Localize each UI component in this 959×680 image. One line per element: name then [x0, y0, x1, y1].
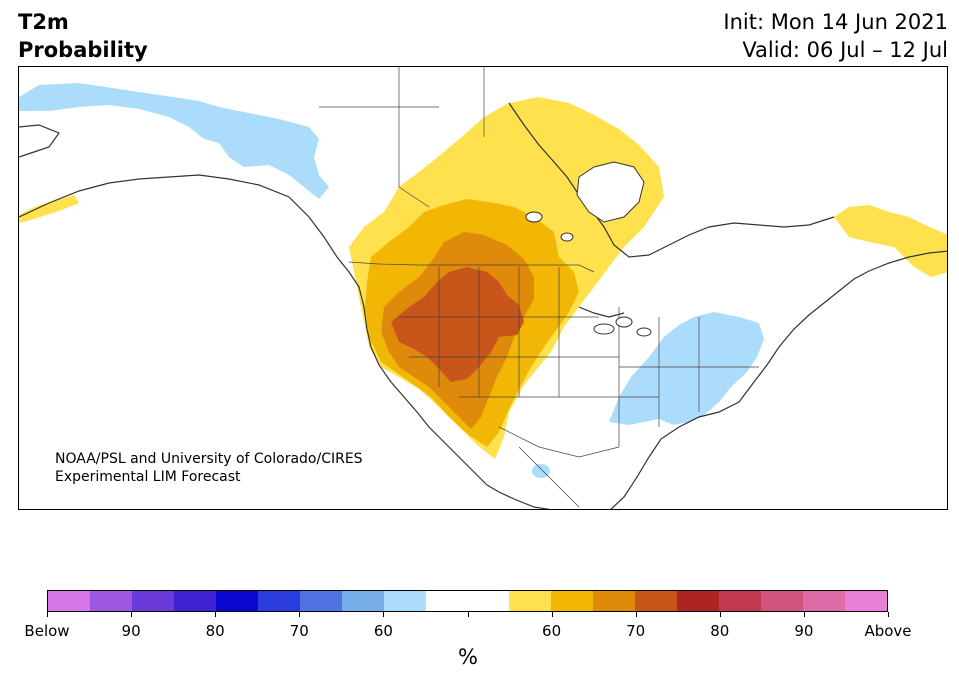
- political-boundaries: [319, 67, 759, 508]
- colorbar-segment: [173, 591, 216, 611]
- colorbar-tick: [719, 612, 721, 617]
- colorbar-tick: [131, 612, 133, 617]
- map-credit: NOAA/PSL and University of Colorado/CIRE…: [55, 450, 363, 486]
- colorbar-tick-label: 70: [626, 622, 646, 640]
- colorbar-segment: [593, 591, 636, 611]
- colorbar-segment: [383, 591, 426, 611]
- coastlines: [19, 102, 947, 509]
- colorbar-segment: [131, 591, 174, 611]
- below-normal-spot-mexico: [532, 464, 550, 478]
- colorbar-segment: [48, 591, 90, 611]
- lakes: [525, 161, 652, 337]
- colorbar-segment: [719, 591, 762, 611]
- colorbar-tick: [47, 612, 48, 617]
- map-panel: [18, 66, 948, 510]
- colorbar-units: %: [458, 645, 478, 669]
- colorbar-tick: [467, 612, 469, 617]
- colorbar-tick-label: 70: [289, 622, 309, 640]
- colorbar-segment: [551, 591, 594, 611]
- colorbar-tick-label: 90: [794, 622, 814, 640]
- colorbar-segment: [425, 591, 468, 611]
- title-quantity: Probability: [18, 38, 148, 62]
- colorbar-tick-label: 90: [121, 622, 141, 640]
- colorbar-segment: [299, 591, 342, 611]
- colorbar-segment: [215, 591, 258, 611]
- above-normal-region-alaska: [19, 195, 79, 223]
- forecast-dates: Init: Mon 14 Jun 2021 Valid: 06 Jul – 12…: [723, 8, 948, 64]
- map-title: T2m Probability: [18, 8, 148, 64]
- init-date: Init: Mon 14 Jun 2021: [723, 10, 948, 34]
- colorbar-segment: [761, 591, 804, 611]
- colorbar-tick: [888, 612, 889, 617]
- colorbar-segment: [803, 591, 846, 611]
- colorbar: [47, 590, 888, 612]
- colorbar-tick: [383, 612, 385, 617]
- colorbar-segment: [509, 591, 552, 611]
- below-normal-region-northwest: [19, 83, 329, 199]
- colorbar-segment: [341, 591, 384, 611]
- colorbar-tick-label: 60: [542, 622, 562, 640]
- credit-line1: NOAA/PSL and University of Colorado/CIRE…: [55, 451, 363, 467]
- colorbar-segment: [635, 591, 678, 611]
- colorbar-tick: [551, 612, 553, 617]
- title-variable: T2m: [18, 10, 69, 34]
- colorbar-segment: [467, 591, 510, 611]
- valid-range: Valid: 06 Jul – 12 Jul: [742, 38, 948, 62]
- colorbar-tick-label: Above: [864, 622, 912, 640]
- colorbar-tick: [635, 612, 637, 617]
- colorbar-tick: [803, 612, 805, 617]
- credit-line2: Experimental LIM Forecast: [55, 469, 241, 485]
- colorbar-tick-label: Below: [24, 622, 70, 640]
- colorbar-segment: [89, 591, 132, 611]
- colorbar-tick: [215, 612, 217, 617]
- colorbar-tick-label: 80: [710, 622, 730, 640]
- colorbar-tick-label: 80: [205, 622, 225, 640]
- colorbar-segment: [845, 591, 888, 611]
- above-normal-region-northeast: [834, 205, 947, 277]
- colorbar-tick-label: 60: [373, 622, 393, 640]
- colorbar-tick: [299, 612, 301, 617]
- probability-map: [19, 67, 947, 509]
- above-normal-region-70: [391, 267, 524, 382]
- below-normal-region-southeast: [609, 312, 764, 425]
- colorbar-segment: [677, 591, 720, 611]
- colorbar-segment: [257, 591, 300, 611]
